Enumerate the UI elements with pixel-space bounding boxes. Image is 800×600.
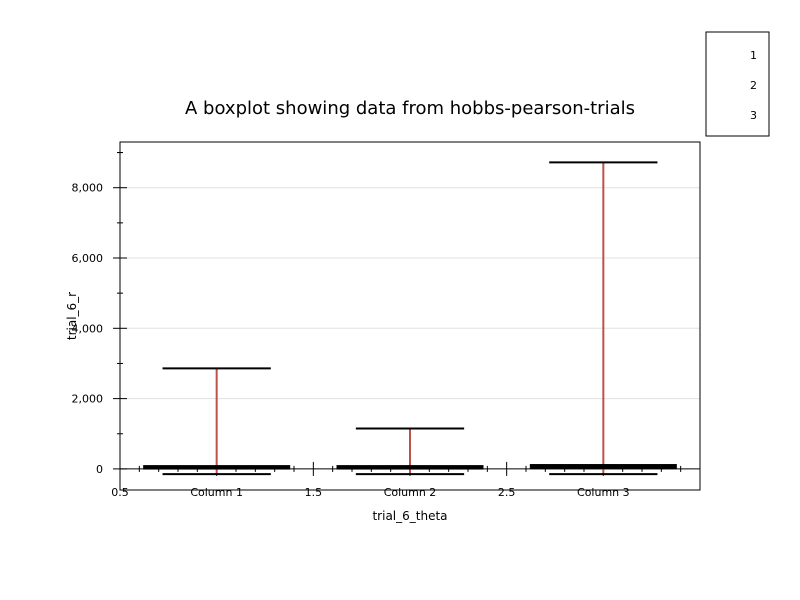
label-layer: 0 2,000 4,000 6,000 8,000 0.5 Column 1 1.5 Colum… — [72, 182, 630, 499]
x-tick-label: 2.5 — [498, 486, 516, 499]
y-tick-label: 0 — [96, 463, 103, 476]
plot-frame — [119, 141, 701, 491]
axis-layer — [113, 152, 700, 476]
x-axis-label: trial_6_theta — [372, 509, 447, 523]
x-tick-label: Column 1 — [190, 486, 243, 499]
legend-entries: 1 2 3 — [750, 49, 757, 122]
y-tick-label: 8,000 — [72, 182, 104, 195]
box-layer — [143, 161, 677, 476]
legend-box — [705, 31, 770, 137]
y-axis-label: trial_6_r — [65, 292, 79, 340]
y-tick-label: 4,000 — [72, 322, 104, 335]
legend-entry: 3 — [750, 109, 757, 122]
x-tick-label: 0.5 — [111, 486, 129, 499]
chart-title: A boxplot showing data from hobbs-pearso… — [185, 98, 635, 119]
grid-layer — [120, 187, 700, 400]
legend: 1 2 3 — [705, 31, 770, 137]
y-tick-label: 6,000 — [72, 252, 104, 265]
x-tick-label: 1.5 — [305, 486, 323, 499]
legend-entry: 2 — [750, 79, 757, 92]
legend-entry: 1 — [750, 49, 757, 62]
x-tick-label: Column 3 — [577, 486, 630, 499]
x-tick-label: Column 2 — [384, 486, 437, 499]
y-tick-label: 2,000 — [72, 393, 104, 406]
